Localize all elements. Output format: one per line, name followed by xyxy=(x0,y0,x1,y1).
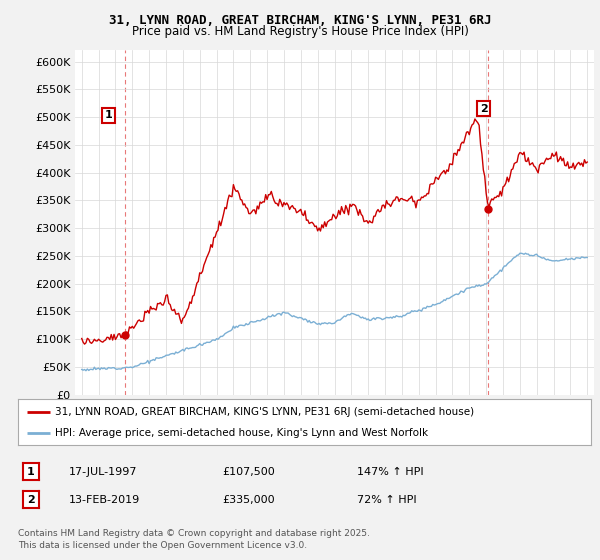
Text: 17-JUL-1997: 17-JUL-1997 xyxy=(69,466,137,477)
Text: 2: 2 xyxy=(27,494,35,505)
Text: £107,500: £107,500 xyxy=(222,466,275,477)
Text: Contains HM Land Registry data © Crown copyright and database right 2025.
This d: Contains HM Land Registry data © Crown c… xyxy=(18,529,370,550)
Text: 147% ↑ HPI: 147% ↑ HPI xyxy=(357,466,424,477)
Text: 72% ↑ HPI: 72% ↑ HPI xyxy=(357,494,416,505)
Text: 13-FEB-2019: 13-FEB-2019 xyxy=(69,494,140,505)
Text: Price paid vs. HM Land Registry's House Price Index (HPI): Price paid vs. HM Land Registry's House … xyxy=(131,25,469,38)
Text: 31, LYNN ROAD, GREAT BIRCHAM, KING'S LYNN, PE31 6RJ (semi-detached house): 31, LYNN ROAD, GREAT BIRCHAM, KING'S LYN… xyxy=(55,407,475,417)
Text: 1: 1 xyxy=(104,110,112,120)
Text: 1: 1 xyxy=(27,466,35,477)
Text: HPI: Average price, semi-detached house, King's Lynn and West Norfolk: HPI: Average price, semi-detached house,… xyxy=(55,428,428,438)
Text: 2: 2 xyxy=(480,104,488,114)
Text: £335,000: £335,000 xyxy=(222,494,275,505)
Text: 31, LYNN ROAD, GREAT BIRCHAM, KING'S LYNN, PE31 6RJ: 31, LYNN ROAD, GREAT BIRCHAM, KING'S LYN… xyxy=(109,14,491,27)
